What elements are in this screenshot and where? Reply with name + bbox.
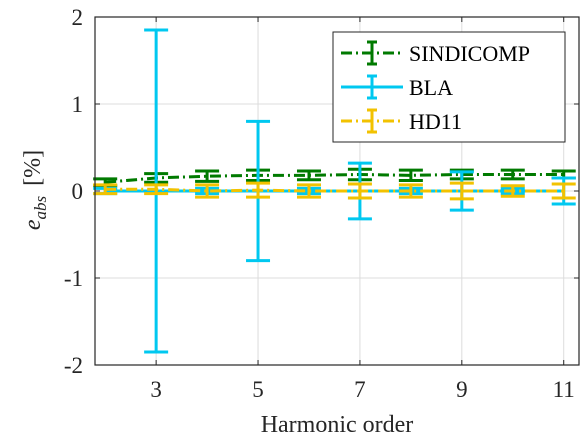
y-tick-label: 0 bbox=[72, 179, 84, 204]
y-tick-label: -1 bbox=[64, 266, 83, 291]
series-line bbox=[105, 187, 564, 193]
error-bar bbox=[398, 168, 423, 183]
y-axis-label-main: e bbox=[20, 219, 46, 230]
x-tick-label: 11 bbox=[553, 377, 575, 402]
error-bar bbox=[296, 183, 321, 199]
x-tick-label: 9 bbox=[456, 377, 468, 402]
y-tick-label: -2 bbox=[64, 353, 83, 378]
series-hd11 bbox=[93, 181, 576, 201]
x-tick-label: 3 bbox=[150, 377, 162, 402]
legend-label: HD11 bbox=[409, 109, 462, 134]
y-tick-label: 1 bbox=[72, 92, 84, 117]
legend-label: BLA bbox=[409, 75, 453, 100]
legend-item-bla: BLA bbox=[341, 74, 453, 100]
ticks: 3 5 7 9 11 -2 -1 0 1 2 bbox=[64, 5, 579, 402]
error-bar bbox=[500, 184, 525, 198]
error-bar bbox=[398, 183, 423, 199]
error-bar bbox=[449, 181, 474, 201]
y-tick-label: 2 bbox=[72, 5, 84, 30]
legend: SINDICOMP BLA HD11 bbox=[332, 31, 566, 143]
x-axis-label: Harmonic order bbox=[261, 412, 414, 438]
x-tick-label: 5 bbox=[252, 377, 264, 402]
series-line bbox=[105, 172, 564, 184]
error-bar bbox=[500, 168, 525, 181]
error-bar bbox=[551, 182, 576, 200]
error-bar bbox=[296, 169, 321, 182]
series-sindicomp bbox=[93, 167, 576, 188]
error-bar bbox=[93, 183, 118, 196]
legend-item-sindicomp: SINDICOMP bbox=[341, 40, 530, 66]
error-bar bbox=[195, 169, 220, 183]
y-axis-label-unit: [%] bbox=[20, 150, 46, 186]
error-bar bbox=[195, 183, 220, 199]
x-tick-label: 7 bbox=[354, 377, 366, 402]
error-bar bbox=[246, 181, 271, 199]
svg-text:eabs[%]: eabs [%] bbox=[20, 150, 50, 230]
series-group bbox=[93, 28, 576, 354]
error-bar bbox=[347, 182, 372, 200]
y-axis-label-sub: abs bbox=[31, 195, 50, 219]
legend-label: SINDICOMP bbox=[409, 41, 530, 66]
error-bar bbox=[144, 183, 169, 196]
y-axis-label: eabs [%] bbox=[20, 150, 50, 230]
legend-item-hd11: HD11 bbox=[341, 108, 462, 134]
